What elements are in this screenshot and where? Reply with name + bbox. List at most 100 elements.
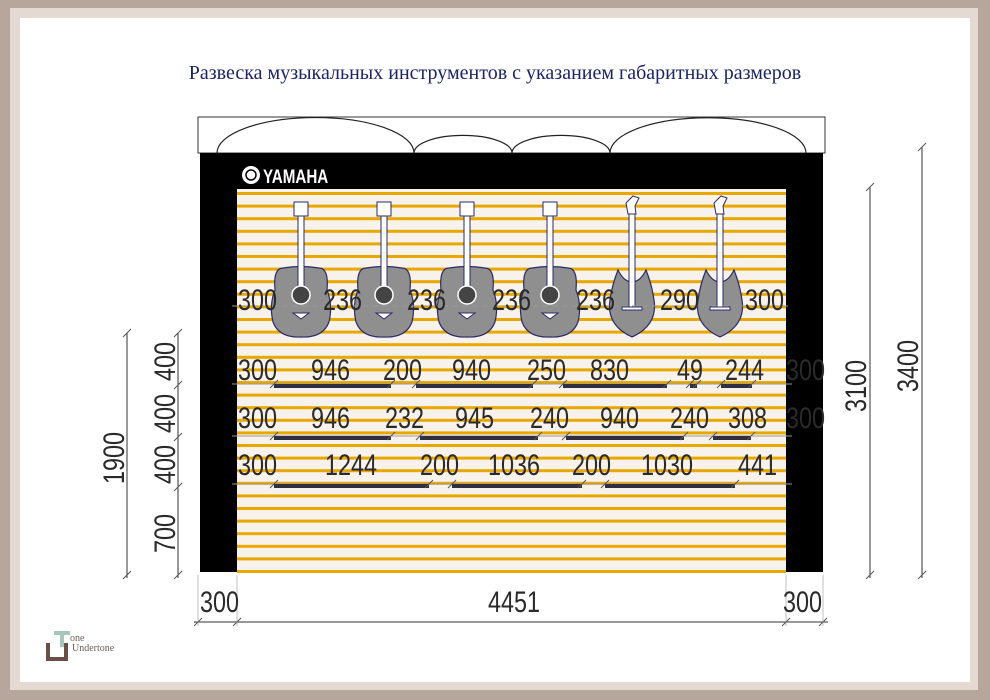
- dim-tick: [716, 379, 726, 389]
- page-title: Развеска музыкальных инструментов с указ…: [188, 62, 802, 84]
- guitar-headstock: [459, 201, 475, 217]
- dim-tick: [415, 431, 425, 441]
- dim-label-right: 300: [786, 401, 825, 434]
- dim-label: 236: [407, 283, 446, 316]
- dim-tick: [577, 479, 587, 489]
- slat: [237, 242, 786, 246]
- dim-tick: [386, 431, 396, 441]
- dim-label: 946: [311, 353, 350, 386]
- slat: [237, 456, 786, 460]
- dim-label: 300: [238, 283, 277, 316]
- hood-arc: [216, 116, 415, 154]
- slat: [237, 192, 786, 195]
- slat: [237, 267, 786, 271]
- sound-hole: [540, 285, 560, 305]
- slat: [237, 418, 786, 422]
- logo-name: Undertone: [72, 643, 115, 654]
- dim-label: 1244: [325, 448, 377, 481]
- dim-tick: [173, 570, 183, 580]
- dim-label: 290: [660, 283, 699, 316]
- slat: [237, 204, 786, 208]
- slat: [237, 318, 786, 321]
- acoustic-guitar-icon: [519, 201, 581, 338]
- yamaha-emblem-inner: [245, 169, 257, 181]
- guitar-headstock: [713, 195, 728, 215]
- dim-tick: [558, 379, 568, 389]
- slat: [237, 469, 786, 473]
- yamaha-emblem-icon: [242, 166, 260, 184]
- dim-label: 236: [492, 283, 531, 316]
- dim-tick: [269, 479, 279, 489]
- dim-label-part: 400: [148, 394, 181, 433]
- slat: [237, 229, 786, 233]
- dim-label: 300: [238, 401, 277, 434]
- hood-outline: [197, 116, 826, 154]
- shelf-bar: [420, 436, 538, 440]
- dim-label: 250: [527, 353, 566, 386]
- bridge: [621, 306, 643, 311]
- slat: [237, 494, 786, 498]
- slat: [237, 381, 786, 384]
- dim-tick: [679, 431, 689, 441]
- shelf-bar: [605, 484, 735, 488]
- hood-arc: [511, 134, 611, 154]
- slat: [237, 557, 786, 561]
- dim-label-height: 3100: [839, 360, 872, 412]
- dim-tick: [662, 379, 672, 389]
- hood-arc: [413, 134, 513, 154]
- dim-tick: [122, 570, 132, 580]
- guitar-neck: [463, 213, 471, 293]
- dim-tick: [386, 379, 396, 389]
- dim-tick: [447, 479, 457, 489]
- shelf-bar: [721, 384, 752, 388]
- guitar-neck: [546, 213, 554, 293]
- shelf-bar: [566, 436, 684, 440]
- dim-tick: [173, 380, 183, 390]
- dim-tick: [533, 431, 543, 441]
- dim-tick: [528, 379, 538, 389]
- acoustic-guitar-icon: [353, 201, 415, 338]
- dim-tick: [685, 379, 695, 389]
- dim-tick: [173, 482, 183, 492]
- logo-one: one: [70, 633, 85, 644]
- shelf-bar: [690, 384, 697, 388]
- guitar-neck: [380, 213, 388, 293]
- slat: [237, 532, 786, 536]
- sound-hole: [291, 285, 311, 305]
- guitar-headstock: [293, 201, 309, 217]
- slat: [237, 507, 786, 510]
- dim-label: 200: [383, 353, 422, 386]
- dim-label-part: 400: [148, 445, 181, 484]
- slat: [237, 330, 786, 334]
- dim-label: 441: [738, 448, 777, 481]
- slat: [237, 305, 786, 309]
- dim-tick: [746, 431, 756, 441]
- dim-tick: [917, 570, 927, 580]
- guitar-headstock: [542, 201, 558, 217]
- bridge: [709, 306, 731, 311]
- undertone-logo: one Undertone: [46, 631, 126, 663]
- dim-label: 240: [530, 401, 569, 434]
- dim-tick: [173, 328, 183, 338]
- shelf-bar: [274, 484, 429, 488]
- slat: [237, 280, 786, 284]
- slat: [237, 431, 786, 435]
- bridge: [291, 312, 311, 320]
- shelf-bar: [274, 436, 391, 440]
- dim-label: 946: [311, 401, 350, 434]
- shelf-bar: [452, 484, 582, 488]
- dim-tick: [730, 479, 740, 489]
- yamaha-brand: YAMAHA: [263, 165, 328, 187]
- dim-label: 1036: [488, 448, 540, 481]
- slat: [237, 343, 786, 347]
- dim-tick: [865, 182, 875, 192]
- dim-tick: [708, 431, 718, 441]
- slat: [237, 481, 786, 485]
- dim-label-bottom: 4451: [488, 585, 540, 618]
- dim-tick: [411, 379, 421, 389]
- electric-guitar-icon: [696, 195, 744, 338]
- bridge: [540, 312, 560, 320]
- dim-label-part: 700: [148, 514, 181, 553]
- acoustic-guitar-icon: [436, 201, 498, 338]
